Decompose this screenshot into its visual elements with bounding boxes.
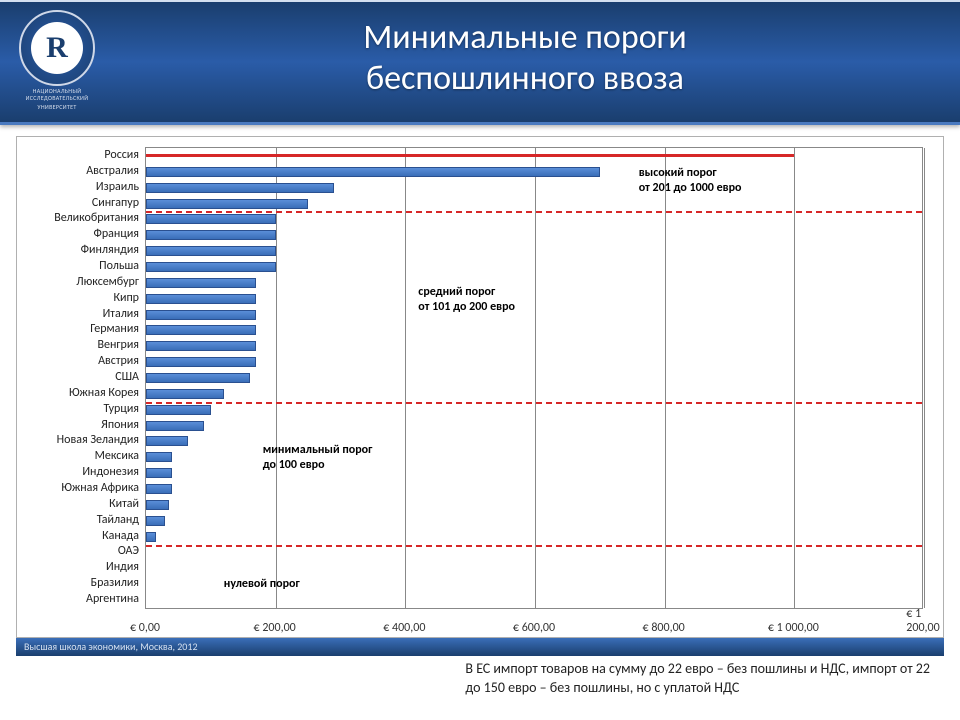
y-axis-label: Новая Зеландия (57, 433, 139, 447)
x-axis-label: € 800,00 (643, 621, 685, 635)
y-axis-label: ОАЭ (118, 544, 139, 558)
y-axis-label: Италия (103, 307, 139, 321)
x-axis-label: € 200,00 (254, 621, 296, 635)
y-axis-label: Люксембург (76, 275, 139, 289)
y-axis-label: Индонезия (82, 465, 139, 479)
y-axis-label: Австралия (86, 164, 139, 178)
bar (146, 389, 224, 399)
bar (146, 516, 165, 526)
bar (146, 436, 188, 446)
y-axis-label: Тайланд (97, 513, 139, 527)
gridline (665, 148, 666, 608)
y-axis-label: Бразилия (91, 576, 139, 590)
logo-subtitle-2: УНИВЕРСИТЕТ (14, 104, 100, 111)
y-axis-label: Канада (102, 529, 139, 543)
bar (146, 373, 250, 383)
title-line-2: беспошлинного ввоза (366, 58, 684, 99)
slide-title: Минимальные пороги беспошлинного ввоза (0, 18, 960, 100)
footer-text: Высшая школа экономики, Москва, 2012 (24, 640, 198, 653)
gridline (405, 148, 406, 608)
footnote-line-2: до 150 евро – без пошлины, но с уплатой … (465, 679, 739, 696)
y-axis-label: Польша (99, 259, 139, 273)
gridline (924, 148, 925, 608)
bar (146, 421, 204, 431)
x-axis-label: € 600,00 (513, 621, 555, 635)
threshold-divider (146, 545, 922, 547)
chart-container: высокий порогот 201 до 1000 евро средний … (16, 136, 944, 638)
x-axis-label: € 1 200,00 (906, 607, 939, 635)
y-axis-label: Турция (103, 402, 139, 416)
bar (146, 199, 308, 209)
chart-annotation: средний порогот 101 до 200 евро (418, 285, 515, 315)
footnote-line-1: В ЕС импорт товаров на сумму до 22 евро … (465, 660, 930, 677)
bar (146, 230, 276, 240)
footer-bar: Высшая школа экономики, Москва, 2012 (16, 638, 944, 656)
title-line-1: Минимальные пороги (363, 17, 687, 58)
bar (146, 484, 172, 494)
bar (146, 532, 156, 542)
y-axis-label: Германия (90, 322, 139, 336)
bar (146, 294, 256, 304)
bar (146, 183, 334, 193)
y-axis-label: Индия (106, 560, 139, 574)
y-axis-label: Австрия (98, 354, 139, 368)
bar (146, 167, 600, 177)
header-bar: R НАЦИОНАЛЬНЫЙ ИССЛЕДОВАТЕЛЬСКИЙ УНИВЕРС… (0, 0, 960, 125)
highlight-bar (146, 154, 794, 157)
y-axis-label: Израиль (96, 180, 139, 194)
x-axis-label: € 1 000,00 (768, 621, 819, 635)
chart-plot: высокий порогот 201 до 1000 евро средний … (145, 147, 923, 609)
bar (146, 310, 256, 320)
y-axis-label: США (115, 370, 139, 384)
gridline (794, 148, 795, 608)
x-axis-label: € 400,00 (383, 621, 425, 635)
bar (146, 214, 276, 224)
bar (146, 278, 256, 288)
y-axis-label: Венгрия (97, 338, 139, 352)
threshold-divider (146, 211, 922, 213)
bar (146, 341, 256, 351)
bar (146, 500, 169, 510)
y-axis-label: Финляндия (81, 243, 139, 257)
chart-annotation: высокий порогот 201 до 1000 евро (639, 166, 742, 196)
y-axis-label: Япония (101, 418, 139, 432)
y-axis-label: Китай (109, 497, 139, 511)
gridline (276, 148, 277, 608)
threshold-divider (146, 402, 922, 404)
y-axis-label: Кипр (113, 291, 139, 305)
chart-annotation: нулевой порог (224, 577, 300, 592)
bar (146, 405, 211, 415)
y-axis-label: Южная Африка (61, 481, 139, 495)
y-axis-label: Франция (93, 227, 139, 241)
slide: R НАЦИОНАЛЬНЫЙ ИССЛЕДОВАТЕЛЬСКИЙ УНИВЕРС… (0, 0, 960, 720)
y-axis-label: Аргентина (86, 592, 139, 606)
y-axis-label: Великобритания (54, 211, 139, 225)
bar (146, 452, 172, 462)
bar (146, 325, 256, 335)
y-axis-label: Южная Корея (69, 386, 139, 400)
bar (146, 468, 172, 478)
bar (146, 246, 276, 256)
gridline (535, 148, 536, 608)
footnote: В ЕС импорт товаров на сумму до 22 евро … (465, 660, 930, 698)
y-axis-label: Сингапур (92, 196, 139, 210)
y-axis-label: Россия (104, 148, 139, 162)
x-axis-label: € 0,00 (130, 621, 160, 635)
y-axis-label: Мексика (95, 449, 139, 463)
bar (146, 262, 276, 272)
bar (146, 357, 256, 367)
chart-annotation: минимальный порогдо 100 евро (263, 443, 373, 473)
